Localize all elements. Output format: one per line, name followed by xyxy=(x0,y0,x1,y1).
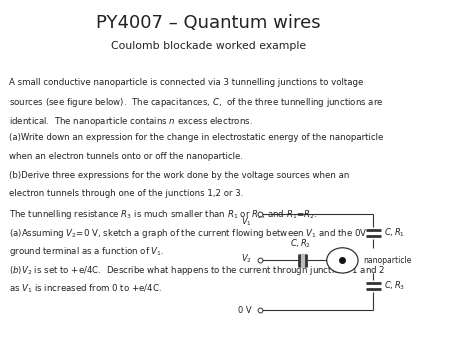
Text: 0 V: 0 V xyxy=(238,306,252,315)
Text: $(b)V_2$ is set to +e/4C.  Describe what happens to the current through junction: $(b)V_2$ is set to +e/4C. Describe what … xyxy=(9,264,385,277)
Circle shape xyxy=(327,248,358,273)
Text: sources (see figure below).  The capacitances, $C$,  of the three tunnelling jun: sources (see figure below). The capacita… xyxy=(9,96,383,109)
Text: The tunnelling resistance $R_3$ is much smaller than $R_1$ or $R_2$, and $R_1$=$: The tunnelling resistance $R_3$ is much … xyxy=(9,208,317,221)
Text: (b)Derive three expressions for the work done by the voltage sources when an: (b)Derive three expressions for the work… xyxy=(9,171,349,180)
Text: Coulomb blockade worked example: Coulomb blockade worked example xyxy=(111,41,306,51)
Text: $V_2$: $V_2$ xyxy=(241,252,252,265)
Text: when an electron tunnels onto or off the nanoparticle.: when an electron tunnels onto or off the… xyxy=(9,152,243,161)
Text: electron tunnels through one of the junctions 1,2 or 3.: electron tunnels through one of the junc… xyxy=(9,189,243,198)
Text: PY4007 – Quantum wires: PY4007 – Quantum wires xyxy=(96,15,321,32)
Bar xyxy=(299,254,306,267)
Text: nanoparticle: nanoparticle xyxy=(363,256,411,265)
Text: $V_1$: $V_1$ xyxy=(241,216,252,228)
Text: (a)Write down an expression for the change in electrostatic energy of the nanopa: (a)Write down an expression for the chan… xyxy=(9,134,383,142)
Text: $C,R_2$: $C,R_2$ xyxy=(290,238,311,250)
Text: A small conductive nanoparticle is connected via 3 tunnelling junctions to volta: A small conductive nanoparticle is conne… xyxy=(9,78,363,87)
Text: ground terminal as a function of $V_1$.: ground terminal as a function of $V_1$. xyxy=(9,245,165,258)
Text: identical.  The nanoparticle contains $n$ excess electrons.: identical. The nanoparticle contains $n$… xyxy=(9,115,253,128)
Text: as $V_1$ is increased from 0 to +e/4C.: as $V_1$ is increased from 0 to +e/4C. xyxy=(9,282,162,295)
Text: $C,R_1$: $C,R_1$ xyxy=(383,227,405,239)
Text: $C,R_3$: $C,R_3$ xyxy=(383,280,405,292)
Text: (a)Assuming $V_2$=0 V, sketch a graph of the current flowing between $V_1$ and t: (a)Assuming $V_2$=0 V, sketch a graph of… xyxy=(9,226,368,240)
